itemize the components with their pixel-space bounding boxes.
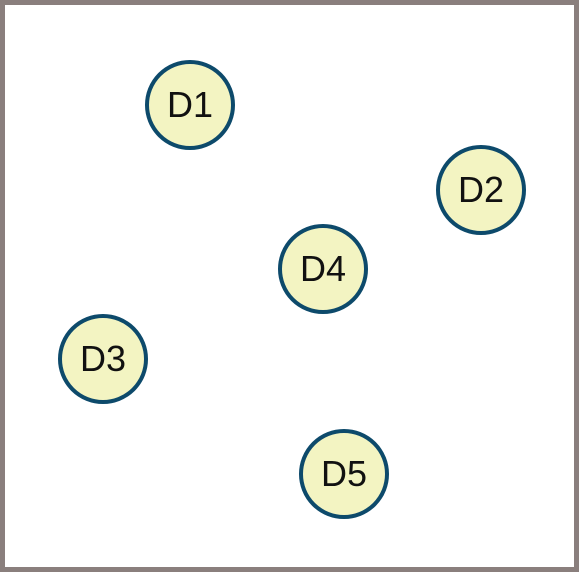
node-label: D1	[166, 84, 214, 125]
node-d5: D5	[299, 429, 389, 519]
node-label: D2	[457, 169, 505, 210]
node-label: D3	[79, 338, 127, 379]
node-d4: D4	[278, 224, 368, 314]
node-d2: D2	[436, 145, 526, 235]
node-d3: D3	[58, 314, 148, 404]
node-label: D5	[320, 453, 368, 494]
node-label: D4	[299, 248, 347, 289]
node-d1: D1	[145, 60, 235, 150]
